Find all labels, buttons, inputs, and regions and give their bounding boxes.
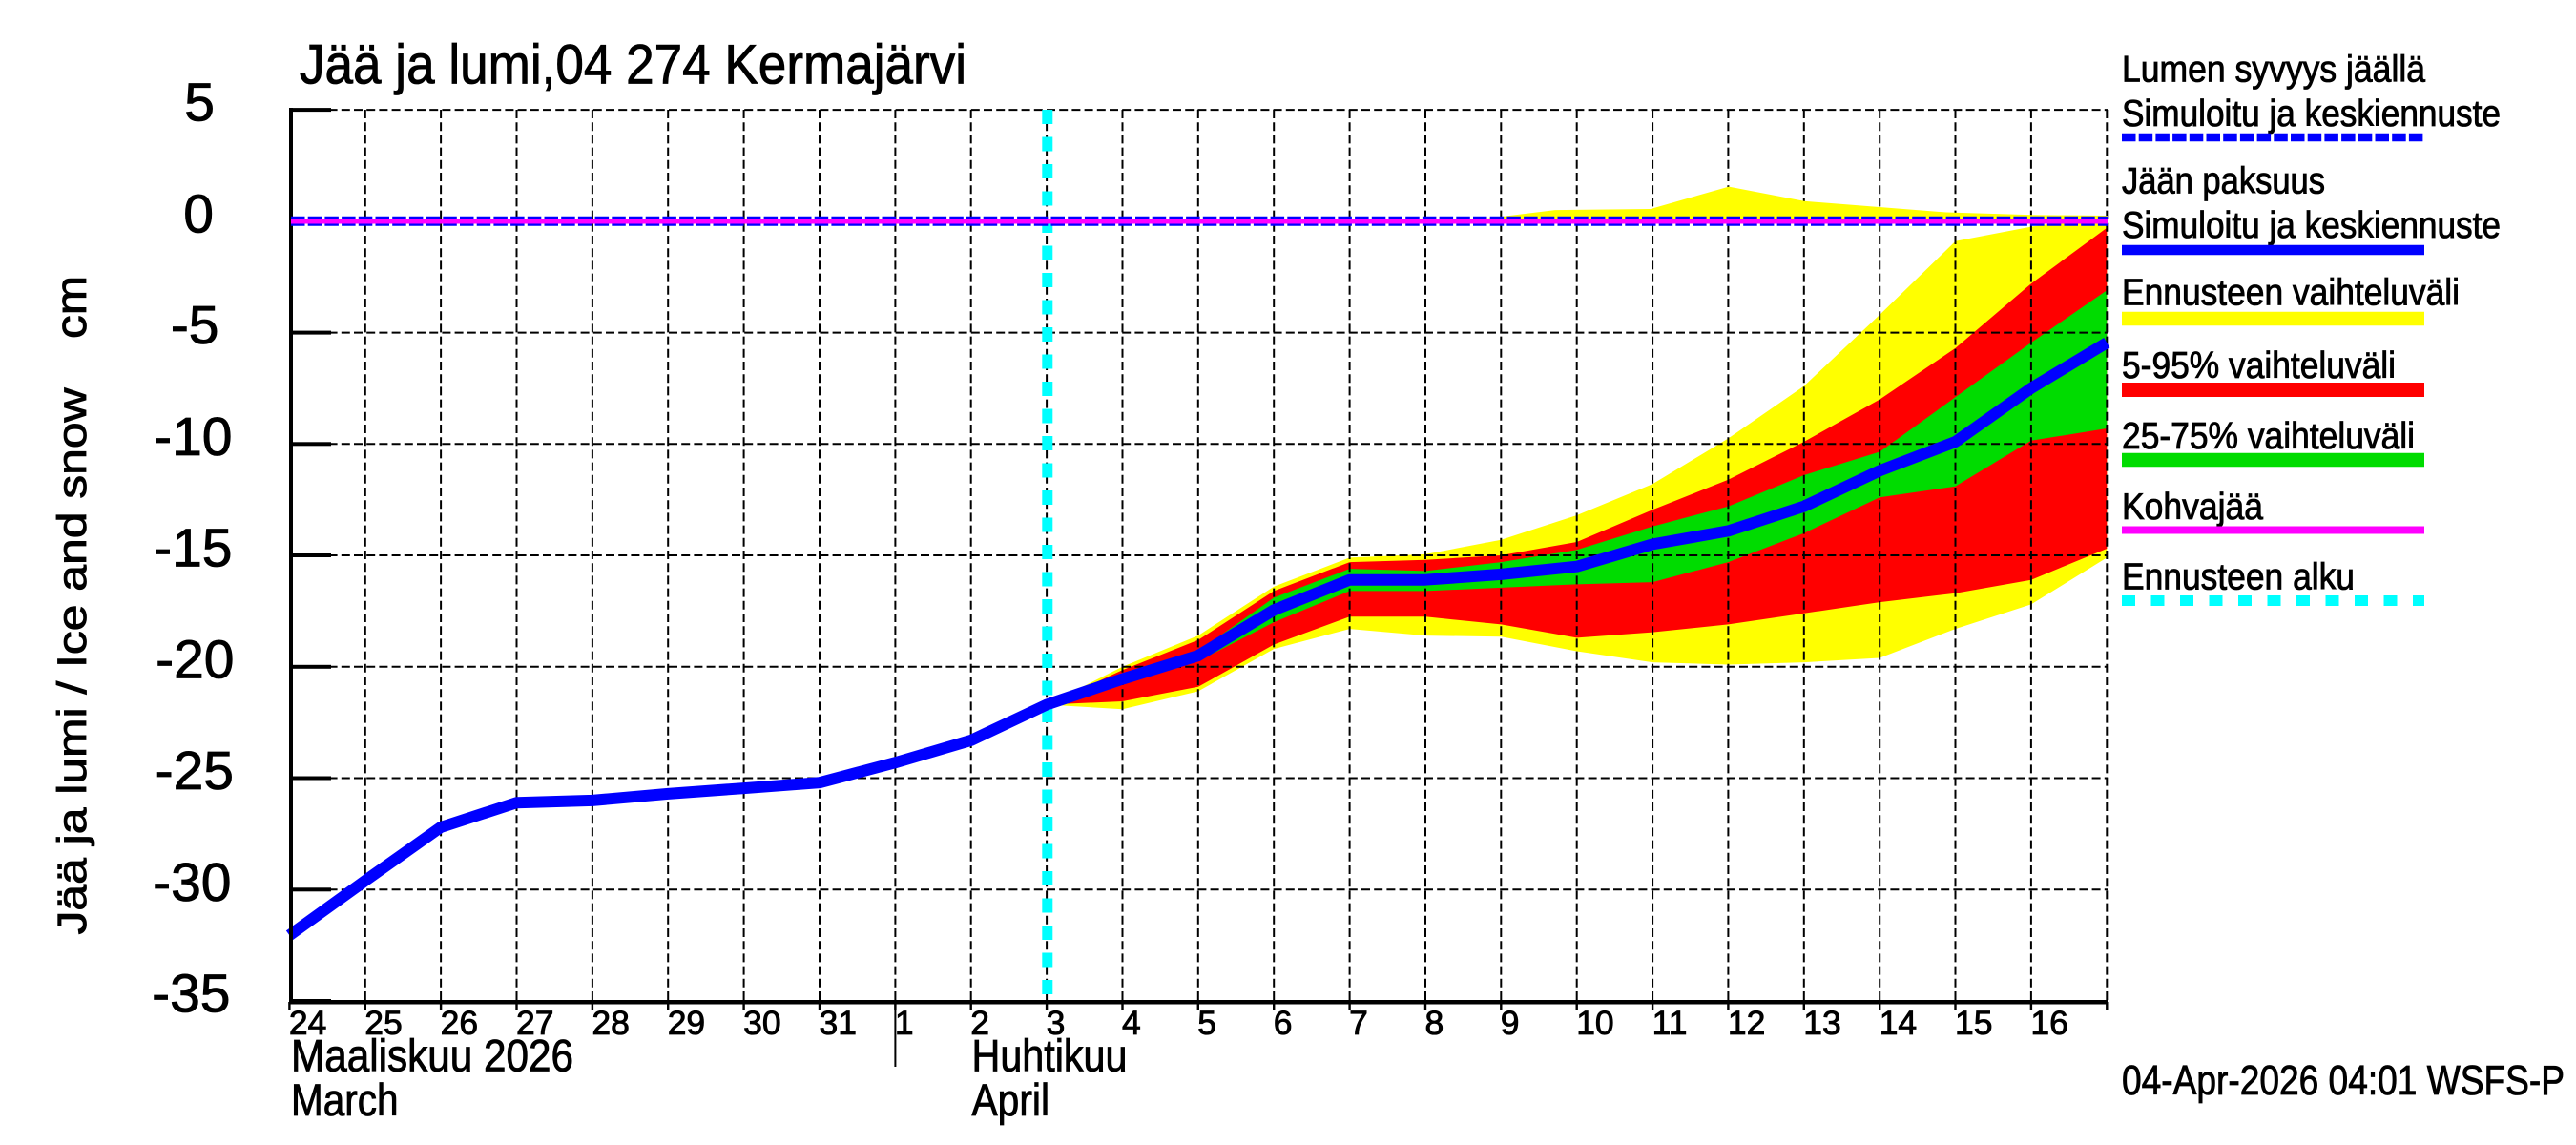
svg-text:Simuloitu ja keskiennuste: Simuloitu ja keskiennuste [2122,94,2501,135]
svg-text:28: 28 [592,1004,630,1042]
svg-text:Jää ja lumi / Ice and snow: Jää ja lumi / Ice and snow [50,386,95,934]
svg-text:1: 1 [895,1004,914,1042]
svg-text:-5: -5 [171,295,219,356]
svg-text:26: 26 [441,1004,479,1042]
svg-text:3: 3 [1047,1004,1066,1042]
svg-text:Lumen syvyys jäällä: Lumen syvyys jäällä [2122,50,2425,91]
svg-text:April: April [972,1075,1050,1126]
svg-text:Ennusteen vaihteluväli: Ennusteen vaihteluväli [2122,273,2460,314]
svg-text:5: 5 [184,73,215,134]
svg-text:Ennusteen alku: Ennusteen alku [2122,557,2355,598]
svg-text:-25: -25 [156,740,234,802]
svg-text:Jään paksuus: Jään paksuus [2122,161,2325,202]
svg-text:31: 31 [820,1004,858,1042]
svg-text:04-Apr-2026 04:01 WSFS-P: 04-Apr-2026 04:01 WSFS-P [2122,1057,2565,1104]
svg-text:4: 4 [1122,1004,1141,1042]
svg-text:8: 8 [1425,1004,1444,1042]
svg-text:-35: -35 [152,964,230,1025]
svg-text:14: 14 [1880,1004,1918,1042]
svg-text:12: 12 [1728,1004,1766,1042]
svg-text:Maaliskuu 2026: Maaliskuu 2026 [291,1031,573,1082]
svg-text:29: 29 [668,1004,706,1042]
svg-text:-30: -30 [153,852,231,913]
svg-text:Huhtikuu: Huhtikuu [972,1031,1128,1082]
svg-text:2: 2 [970,1004,989,1042]
svg-text:15: 15 [1955,1004,1993,1042]
svg-text:7: 7 [1349,1004,1368,1042]
svg-text:9: 9 [1501,1004,1520,1042]
svg-text:6: 6 [1274,1004,1293,1042]
svg-text:11: 11 [1652,1004,1688,1042]
svg-text:10: 10 [1576,1004,1614,1042]
svg-text:Jää ja lumi,04 274 Kermajärvi: Jää ja lumi,04 274 Kermajärvi [300,34,966,96]
svg-text:-20: -20 [156,629,234,690]
svg-text:Simuloitu ja keskiennuste: Simuloitu ja keskiennuste [2122,205,2501,246]
svg-text:0: 0 [183,183,214,244]
svg-text:16: 16 [2030,1004,2068,1042]
svg-text:25-75% vaihteluväli: 25-75% vaihteluväli [2122,416,2415,457]
svg-text:30: 30 [743,1004,781,1042]
svg-text:24: 24 [289,1004,327,1042]
svg-text:13: 13 [1803,1004,1841,1042]
svg-text:5: 5 [1197,1004,1216,1042]
svg-text:cm: cm [47,276,95,339]
svg-text:Kohvajää: Kohvajää [2122,487,2263,528]
svg-text:5-95% vaihteluväli: 5-95% vaihteluväli [2122,345,2396,386]
svg-text:27: 27 [516,1004,554,1042]
svg-text:March: March [291,1075,399,1126]
svg-text:-10: -10 [154,406,232,468]
svg-text:-15: -15 [154,518,232,579]
svg-text:25: 25 [364,1004,403,1042]
